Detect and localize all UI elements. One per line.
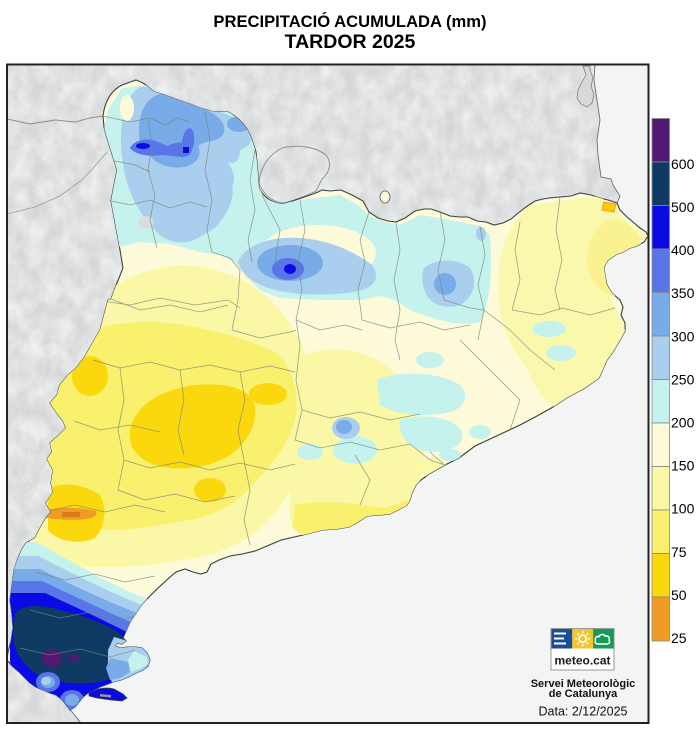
svg-text:300: 300 [671,329,695,345]
svg-text:600: 600 [671,156,695,172]
svg-text:Data: 2/12/2025: Data: 2/12/2025 [539,705,628,719]
svg-text:250: 250 [671,372,695,388]
svg-text:meteo.cat: meteo.cat [554,654,610,668]
svg-text:200: 200 [671,415,695,431]
svg-text:50: 50 [671,587,687,603]
svg-text:25: 25 [671,630,687,646]
svg-text:350: 350 [671,285,695,301]
svg-text:400: 400 [671,242,695,258]
svg-text:500: 500 [671,199,695,215]
svg-text:100: 100 [671,501,695,517]
svg-text:150: 150 [671,458,695,474]
svg-text:de Catalunya: de Catalunya [549,688,618,700]
svg-text:Servei Meteorològic: Servei Meteorològic [531,678,636,690]
svg-text:75: 75 [671,544,687,560]
